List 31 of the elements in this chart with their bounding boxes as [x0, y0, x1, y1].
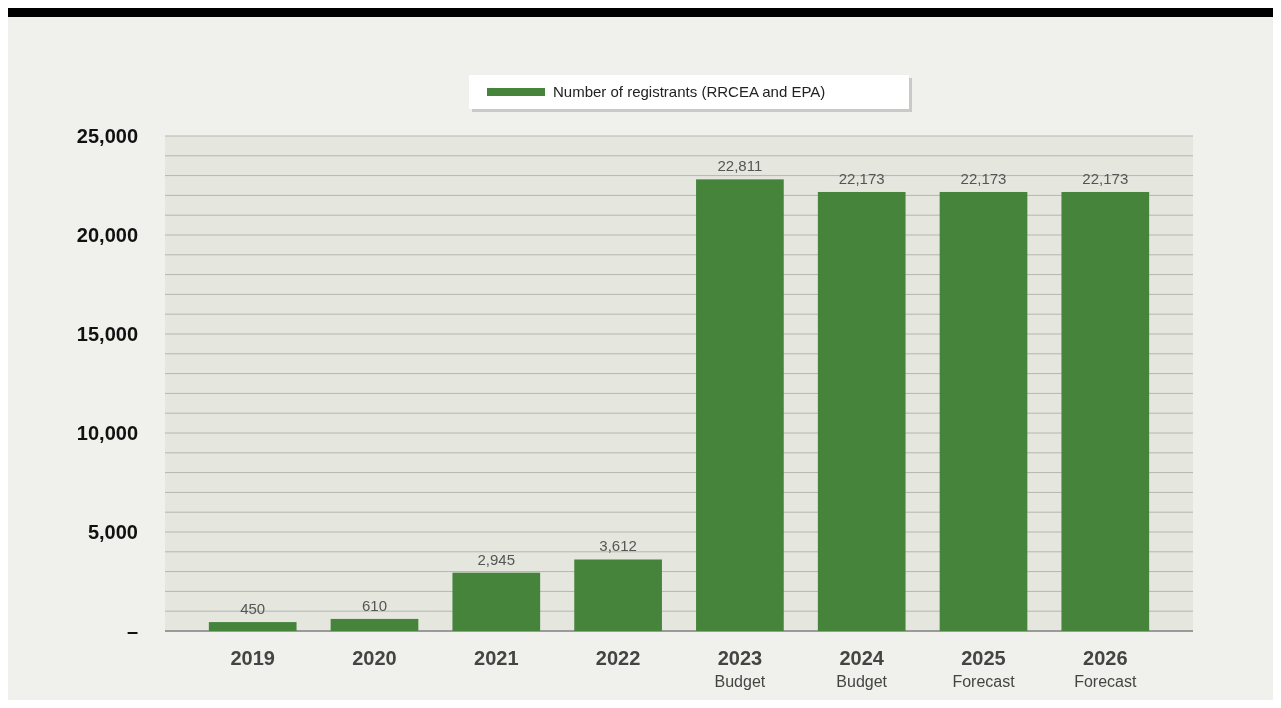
y-tick-label: 10,000: [76, 422, 138, 444]
y-tick-label: 15,000: [76, 323, 138, 345]
data-label: 22,173: [960, 169, 1007, 187]
data-label: 22,173: [1082, 169, 1129, 187]
data-label: 450: [240, 600, 266, 618]
x-tick-label: 2025 Forecast: [952, 647, 1016, 690]
x-tick-label: 2024 Budget: [836, 647, 888, 690]
x-tick-label: 2019: [230, 647, 275, 669]
data-label: 610: [361, 596, 388, 614]
x-tick-label: 2026 Forecast: [1074, 647, 1137, 690]
data-label: 22,811: [717, 157, 763, 175]
x-tick-label: 2021: [474, 647, 519, 669]
bar: [574, 559, 662, 631]
bar: [939, 191, 1028, 631]
data-label: 3,612: [599, 537, 637, 555]
x-tick-label: 2020: [352, 647, 397, 669]
y-tick-label: –: [126, 620, 138, 642]
bar: [696, 179, 784, 631]
data-label: 22,173: [838, 169, 885, 187]
bar: [452, 572, 541, 631]
bar: [1061, 191, 1150, 631]
bar: [330, 618, 419, 631]
bar: [817, 191, 906, 631]
x-tick-label: 2022: [595, 647, 641, 669]
data-label: 2,945: [477, 550, 516, 568]
y-tick-label: 25,000: [76, 125, 138, 147]
bar: [208, 622, 297, 631]
y-tick-label: 20,000: [76, 224, 138, 246]
x-tick-label: 2023 Budget: [714, 647, 766, 690]
legend-label: Number of registrants (RRCEA and EPA): [553, 83, 826, 101]
y-tick-label: 5,000: [87, 521, 138, 543]
